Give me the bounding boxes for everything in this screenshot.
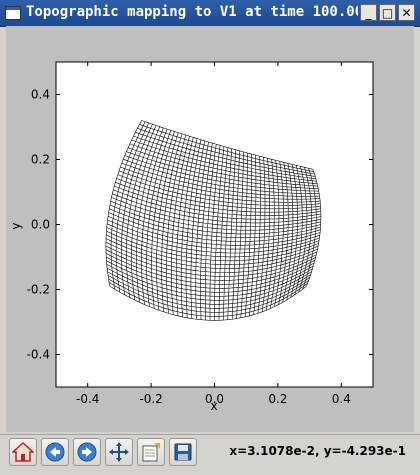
- mesh-line-horizontal: [113, 189, 321, 220]
- minimize-icon: _: [365, 5, 372, 20]
- mesh-line-horizontal: [105, 249, 316, 281]
- mesh-line-horizontal: [118, 170, 321, 203]
- back-icon: [45, 442, 65, 462]
- mesh-line-horizontal: [107, 275, 310, 309]
- mesh-line-horizontal: [107, 219, 320, 250]
- x-tick-label: -0.4: [76, 392, 99, 406]
- mesh-line-horizontal: [116, 178, 321, 210]
- axis-ticks: -0.4 -0.2 0.0 0.2 0.4 0.4 0.2 0.0 -0.2 -0.4: [27, 62, 373, 406]
- mesh-line-horizontal: [129, 143, 318, 184]
- close-icon: ✕: [401, 5, 412, 20]
- x-tick-label: 0.0: [205, 392, 224, 406]
- mesh-line-horizontal: [106, 256, 315, 289]
- mesh-line-horizontal: [107, 271, 311, 305]
- cursor-coordinates: x=3.1078e-2, y=-4.293e-1: [229, 444, 406, 458]
- forward-button[interactable]: [73, 438, 101, 466]
- home-icon: [12, 441, 34, 462]
- mesh-line-horizontal: [139, 124, 314, 172]
- save-icon: [174, 443, 192, 461]
- y-tick-label: -0.2: [27, 283, 50, 297]
- title-bar[interactable]: Topographic mapping to V1 at time 100.00…: [0, 0, 420, 27]
- mesh-line-horizontal: [120, 166, 320, 200]
- mesh-line-horizontal: [106, 260, 314, 293]
- mesh-line-horizontal: [106, 264, 313, 297]
- maximize-icon: □: [381, 5, 394, 20]
- y-tick-label: -0.4: [27, 348, 50, 362]
- mesh-line-horizontal: [109, 286, 307, 321]
- x-tick-label: -0.2: [139, 392, 162, 406]
- mesh-line-horizontal: [126, 151, 319, 189]
- mesh-line-horizontal: [127, 147, 318, 187]
- y-tick-label: 0.0: [31, 218, 50, 232]
- window-app-icon[interactable]: [5, 6, 21, 20]
- y-tick-label: 0.2: [31, 153, 50, 167]
- mesh-line-horizontal: [105, 238, 318, 269]
- y-tick-label: 0.4: [31, 88, 50, 102]
- x-axis-label: x: [210, 399, 217, 413]
- mesh-line-horizontal: [135, 131, 316, 177]
- mesh-line-horizontal: [106, 227, 320, 258]
- mesh-line-horizontal: [108, 212, 321, 242]
- mesh-line-horizontal: [105, 253, 316, 285]
- mesh-line-horizontal: [107, 216, 321, 246]
- pan-icon: [109, 442, 129, 462]
- pan-button[interactable]: [105, 438, 133, 466]
- mesh-line-horizontal: [110, 200, 321, 231]
- navigation-toolbar: x=3.1078e-2, y=-4.293e-1: [0, 434, 420, 475]
- mesh-line-horizontal: [124, 155, 319, 192]
- y-axis-label: y: [9, 222, 23, 229]
- mesh-line-horizontal: [117, 174, 321, 206]
- x-tick-label: 0.2: [268, 392, 287, 406]
- save-button[interactable]: [169, 438, 197, 466]
- mesh-line-horizontal: [106, 223, 320, 254]
- figure-canvas[interactable]: -0.4 -0.2 0.0 0.2 0.4 0.4 0.2 0.0 -0.2 -0.4 x y: [6, 26, 414, 432]
- configure-subplots-icon: [142, 443, 160, 462]
- mesh-line-horizontal: [123, 159, 320, 194]
- mesh-grid: [105, 120, 322, 321]
- plot-svg[interactable]: -0.4 -0.2 0.0 0.2 0.4 0.4 0.2 0.0 -0.2 -0.4 x y: [6, 26, 414, 432]
- close-button[interactable]: ✕: [398, 4, 415, 21]
- x-tick-label: 0.4: [332, 392, 351, 406]
- mesh-line-horizontal: [114, 185, 321, 216]
- mesh-line-horizontal: [137, 128, 315, 175]
- back-button[interactable]: [41, 438, 69, 466]
- mesh-line-horizontal: [105, 245, 317, 277]
- window-title: Topographic mapping to V1 at time 100.00…: [26, 4, 358, 20]
- mesh-line-horizontal: [131, 139, 317, 182]
- maximize-button[interactable]: □: [379, 4, 396, 21]
- mesh-line-horizontal: [115, 182, 321, 213]
- mesh-line-horizontal: [109, 208, 321, 238]
- mesh-line-horizontal: [109, 204, 321, 235]
- mesh-line-horizontal: [109, 282, 308, 317]
- mesh-line-horizontal: [111, 197, 321, 227]
- mesh-line-horizontal: [141, 120, 313, 170]
- minimize-button[interactable]: _: [360, 4, 377, 21]
- mesh-line-horizontal: [112, 193, 321, 224]
- mesh-line-horizontal: [121, 162, 320, 197]
- mesh-line-horizontal: [133, 135, 316, 180]
- home-button[interactable]: [9, 438, 37, 466]
- configure-subplots-button[interactable]: [137, 438, 165, 466]
- mesh-line-horizontal: [106, 230, 319, 262]
- mesh-line-horizontal: [108, 278, 309, 313]
- forward-icon: [77, 442, 97, 462]
- mesh-line-horizontal: [105, 242, 318, 273]
- mesh-line-horizontal: [106, 234, 319, 265]
- mesh-line-horizontal: [106, 267, 312, 301]
